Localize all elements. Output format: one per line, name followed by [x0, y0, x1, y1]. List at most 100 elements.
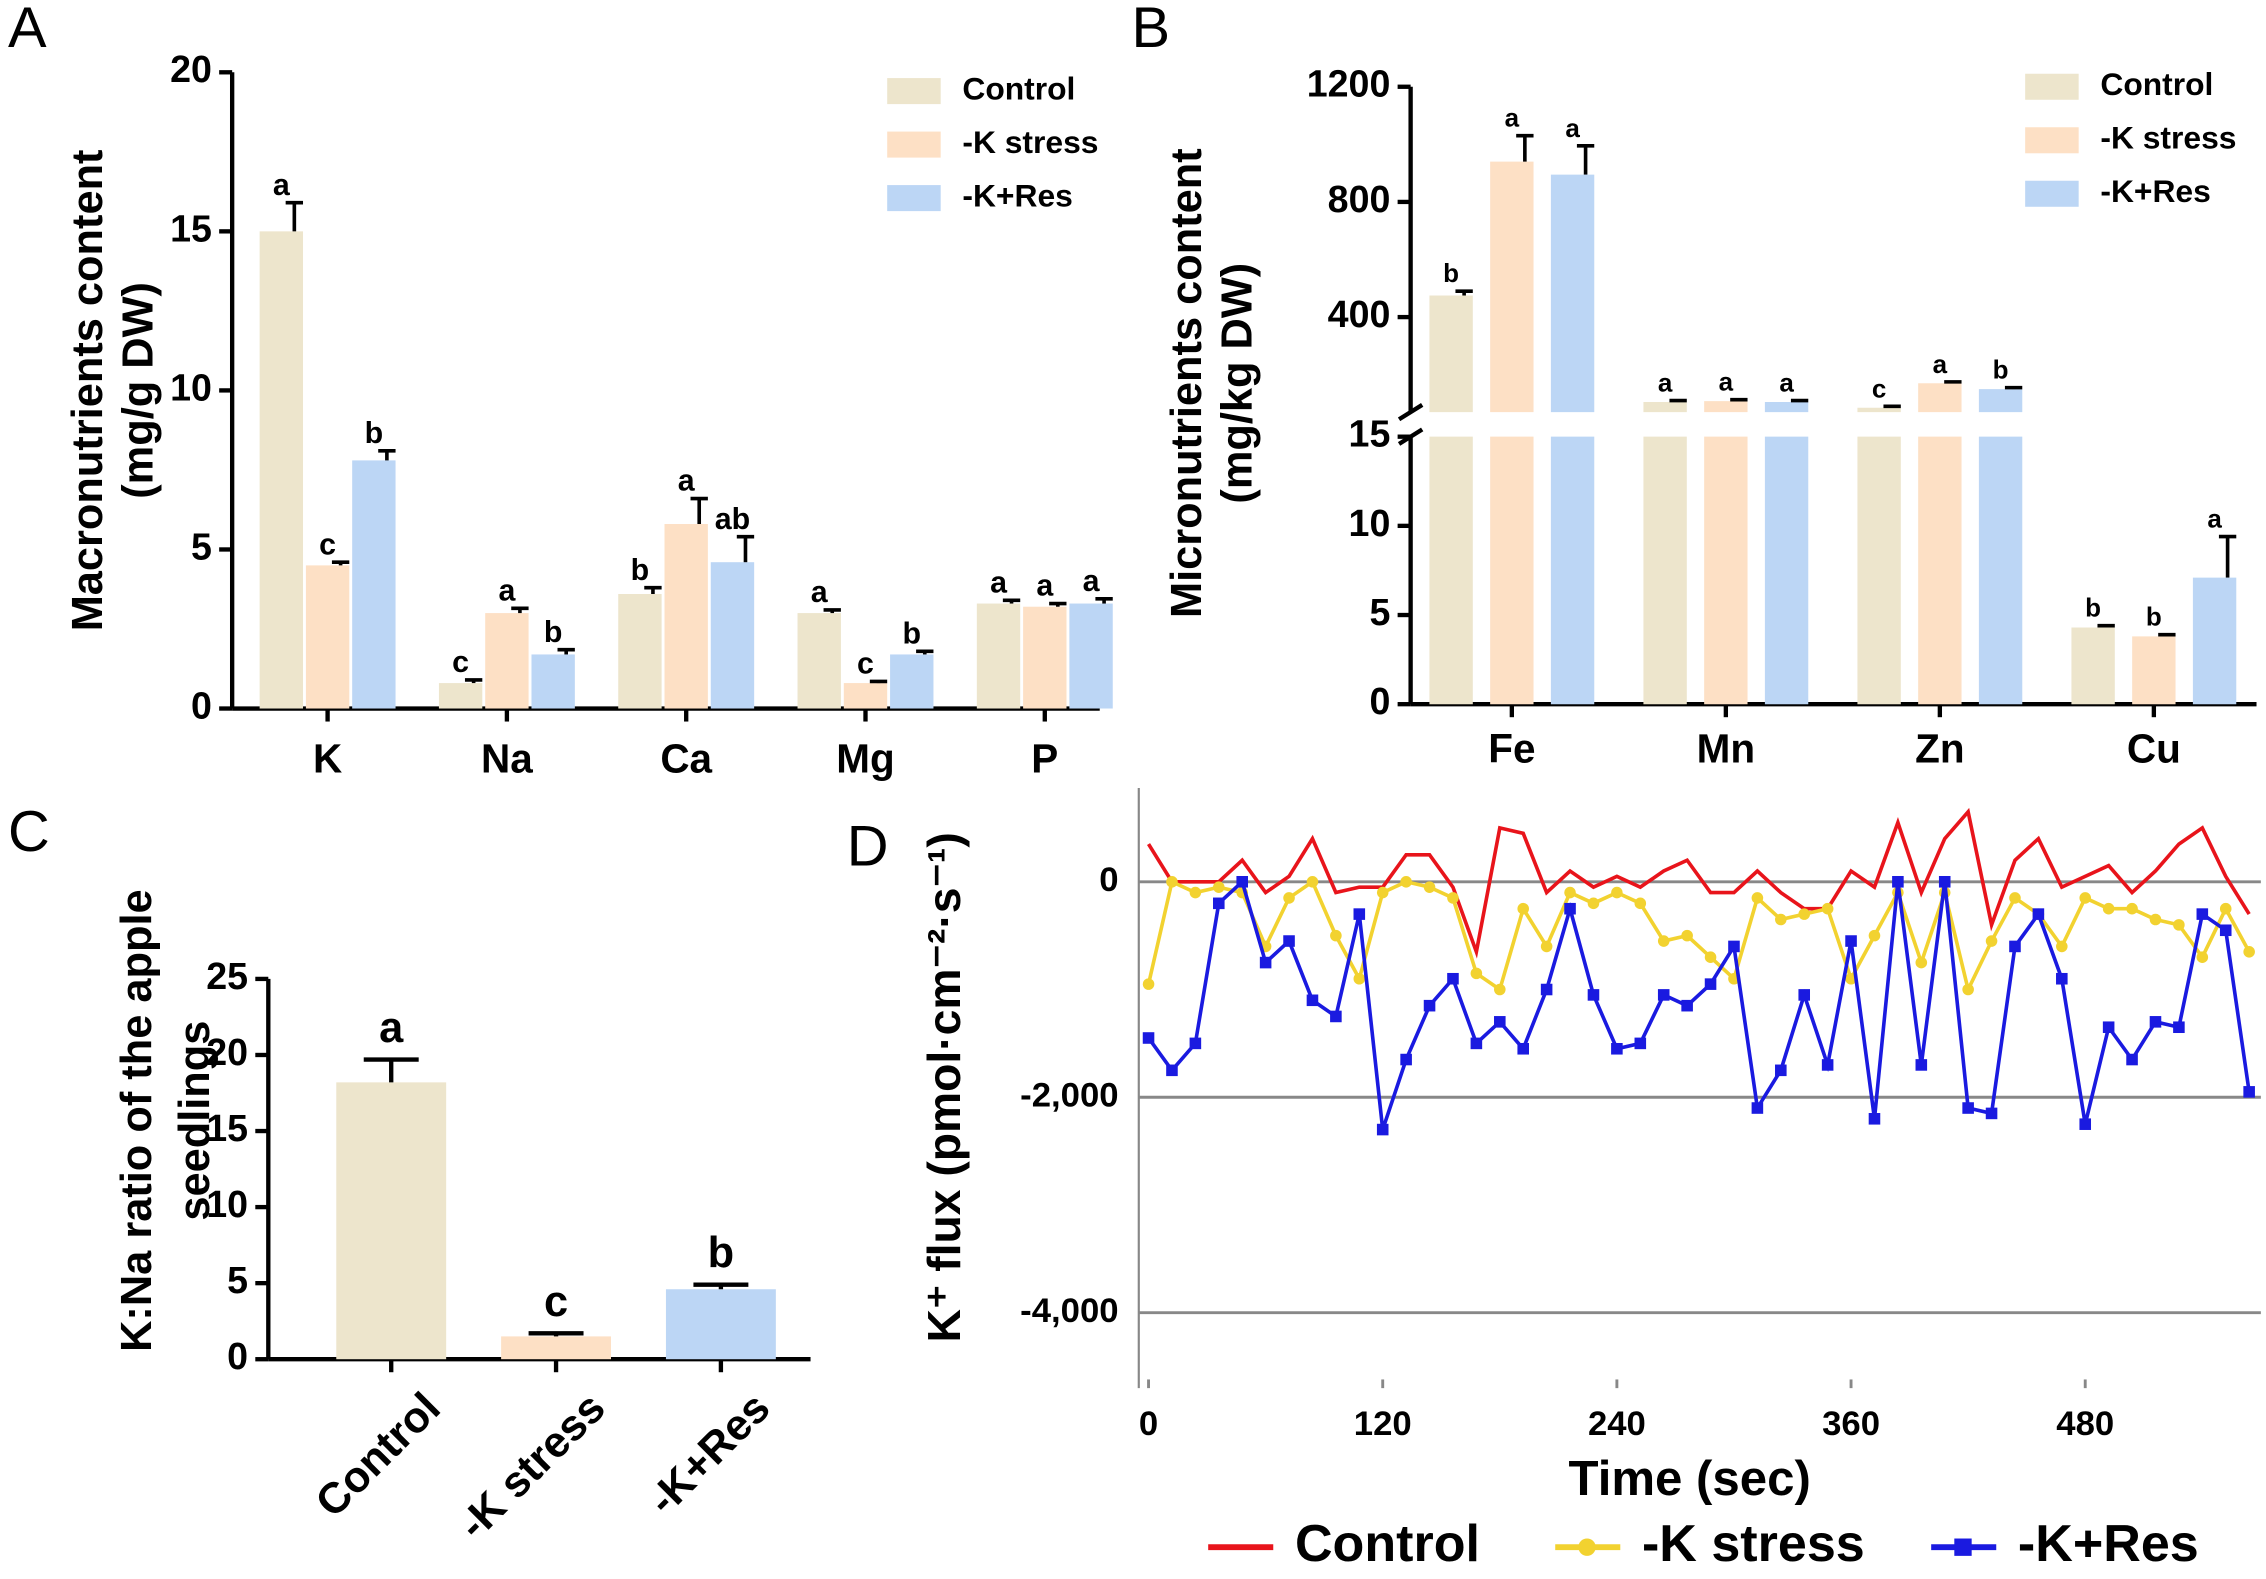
bar: [1643, 402, 1687, 705]
point: [1775, 913, 1787, 926]
point: [1962, 983, 1974, 996]
x-tick-label: Control: [307, 1384, 450, 1527]
x-tick-label: 480: [2056, 1405, 2114, 1443]
x-tick-label: -K stress: [449, 1384, 614, 1549]
y-tick-label: 15: [170, 207, 212, 249]
significance-letter: b: [708, 1229, 735, 1277]
legend-swatch: [887, 185, 941, 212]
bar: [438, 683, 483, 709]
point: [1611, 1042, 1623, 1055]
significance-letter: a: [1779, 368, 1794, 398]
point: [2126, 902, 2138, 915]
point: [1376, 1123, 1389, 1136]
bar: [1704, 401, 1748, 705]
point: [1681, 999, 1693, 1012]
significance-letter: c: [319, 528, 336, 561]
point: [1259, 956, 1272, 969]
y-tick-label: 15: [1349, 413, 1391, 455]
legend-label: -K+Res: [2100, 173, 2210, 209]
point: [1985, 935, 1998, 947]
panel-label: C: [8, 800, 50, 864]
point: [1657, 989, 1670, 1001]
legend-label: -K stress: [1642, 1515, 1865, 1573]
y-axis-label: Micronutrients content: [1163, 148, 1211, 618]
bar: [1857, 407, 1901, 705]
bar: [843, 683, 888, 709]
bar: [665, 1289, 776, 1360]
point: [2243, 946, 2255, 958]
bar: [1550, 174, 1595, 705]
panel-label: B: [1132, 0, 1171, 60]
bar: [531, 654, 575, 709]
bar: [710, 562, 755, 709]
point: [1517, 902, 1529, 915]
point: [2102, 1021, 2115, 1034]
point: [1353, 972, 1366, 985]
point: [2126, 1053, 2138, 1066]
bar: [485, 613, 529, 709]
point: [2056, 972, 2068, 985]
point: [1962, 1102, 1974, 1114]
bar: [2192, 577, 2237, 705]
significance-letter: a: [273, 169, 291, 202]
point: [1470, 967, 1483, 980]
point: [1798, 989, 1811, 1001]
point: [1353, 908, 1366, 920]
point: [1775, 1064, 1787, 1077]
point: [1166, 1064, 1178, 1077]
bar: [890, 654, 934, 709]
legend-label: Control: [962, 71, 1075, 107]
bar: [2071, 627, 2115, 705]
point: [1447, 972, 1459, 985]
point: [1447, 892, 1459, 904]
bar: [1490, 161, 1534, 705]
significance-letter: a: [811, 576, 829, 609]
significance-letter: c: [857, 648, 874, 681]
y-tick-label: 25: [206, 955, 248, 997]
point: [1423, 999, 1436, 1012]
bar: [797, 613, 841, 709]
legend-swatch: [887, 78, 941, 105]
y-tick-label: 5: [1369, 591, 1390, 633]
x-tick-label: Cu: [2127, 726, 2181, 772]
point: [1142, 1032, 1155, 1044]
bar: [1978, 389, 2023, 705]
legend-label: Control: [2100, 66, 2213, 102]
point: [1494, 983, 1506, 996]
significance-letter: b: [365, 417, 384, 450]
point: [1587, 897, 1600, 910]
y-tick-label: 20: [206, 1031, 248, 1073]
point: [1821, 1059, 1834, 1071]
point: [1657, 935, 1670, 947]
point: [1915, 956, 1928, 969]
bar: [259, 231, 304, 709]
point: [1189, 1037, 1202, 1050]
y-tick-label: -4,000: [1020, 1292, 1118, 1330]
point: [1821, 902, 1834, 915]
point: [2196, 951, 2209, 963]
point: [1681, 929, 1693, 942]
bar: [1023, 606, 1067, 709]
significance-letter: a: [1505, 103, 1520, 133]
point: [1189, 886, 1202, 899]
point: [1564, 902, 1576, 915]
point: [1587, 989, 1600, 1001]
point: [1166, 875, 1178, 888]
y-tick-label: 800: [1328, 178, 1391, 220]
y-tick-label: 400: [1328, 293, 1391, 335]
significance-letter: ab: [715, 503, 750, 536]
significance-letter: a: [379, 1004, 404, 1052]
legend-marker: [1578, 1538, 1596, 1556]
point: [1236, 875, 1248, 888]
legend-label: -K+Res: [2018, 1515, 2199, 1573]
point: [1892, 875, 1904, 888]
y-tick-label: -2,000: [1020, 1076, 1118, 1114]
x-tick-label: 0: [1139, 1405, 1158, 1443]
significance-letter: b: [631, 554, 650, 587]
significance-letter: a: [678, 465, 696, 498]
significance-letter: c: [1872, 373, 1886, 403]
point: [1611, 886, 1623, 899]
panel-label: D: [847, 815, 889, 879]
significance-letter: b: [544, 616, 563, 649]
bar: [2132, 636, 2176, 705]
